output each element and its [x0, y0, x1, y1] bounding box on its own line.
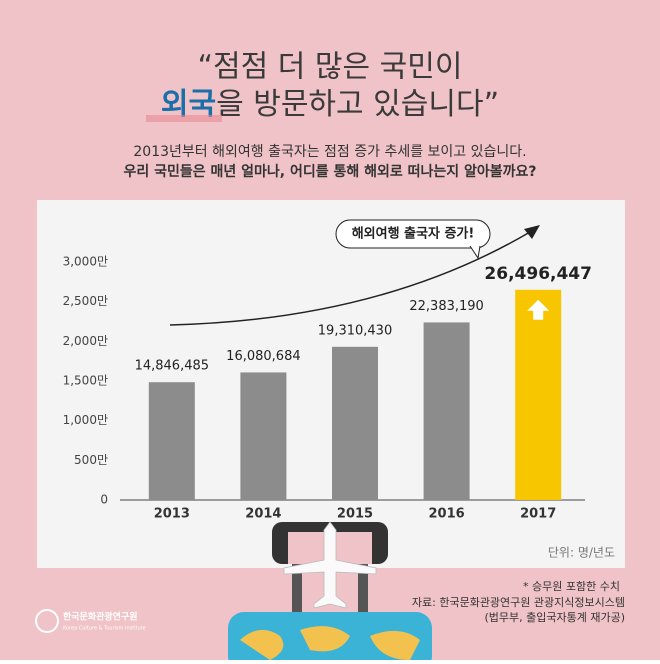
logo-mark	[35, 609, 59, 633]
map-pattern	[240, 626, 420, 660]
x-tick-label: 2014	[245, 507, 281, 522]
trend-arrow	[169, 231, 531, 326]
bubble-tail	[469, 245, 481, 260]
annotation-bubble	[335, 219, 491, 249]
x-tick-label: 2017	[520, 507, 556, 522]
value-label: 22,383,190	[409, 299, 483, 314]
bar	[148, 382, 195, 500]
value-label: 19,310,430	[318, 323, 392, 338]
y-tick-label: 2,000만	[63, 334, 108, 348]
value-label: 16,080,684	[226, 349, 300, 364]
source-line1: 자료: 한국문화관광연구원 관광지식정보시스템	[412, 596, 625, 609]
annotation: 해외여행 출국자 증가!	[352, 226, 475, 242]
bar	[332, 346, 378, 500]
suitcase	[228, 521, 432, 664]
handle-bar	[292, 564, 302, 614]
x-tick-label: 2016	[429, 507, 465, 522]
logo-english: Korea Culture & Tourism Institute	[63, 626, 146, 632]
logo-name: 한국문화관광연구원	[63, 611, 138, 623]
handle-bar	[358, 564, 368, 614]
x-tick-label: 2013	[154, 507, 190, 522]
trend-arrowhead	[524, 225, 540, 239]
y-tick-label: 3,000만	[63, 255, 108, 269]
highlight-underline	[146, 115, 222, 122]
source-line2: (법무부, 출입국자통계 재가공)	[484, 611, 625, 624]
title-rest: 을 방문하고 있습니다”	[216, 87, 499, 122]
value-label: 26,496,447	[484, 264, 592, 284]
y-tick-label: 1,500만	[63, 374, 108, 388]
y-tick-label: 2,500만	[63, 294, 108, 308]
y-tick-label: 0	[100, 493, 108, 507]
bar	[515, 289, 562, 500]
y-tick-label: 500만	[74, 453, 108, 467]
airplane	[283, 521, 377, 609]
subtitle-line1: 2013년부터 해외여행 출국자는 점점 증가 추세를 보이고 있습니다.	[133, 144, 526, 160]
footnote: * 승무원 포함한 수치	[523, 580, 620, 593]
y-tick-label: 1,000만	[63, 413, 108, 427]
title-line2: 외국을 방문하고 있습니다”	[161, 87, 499, 122]
subtitle-line2: 우리 국민들은 매년 얼마나, 어디를 통해 해외로 떠나는지 알아볼까요?	[123, 163, 536, 180]
bar	[423, 322, 470, 500]
value-label: 14,846,485	[135, 359, 209, 374]
unit-label: 단위: 명/년도	[548, 546, 615, 560]
x-tick-label: 2015	[337, 507, 373, 522]
title-line1: “점점 더 많은 국민이	[198, 50, 463, 85]
up-arrow-icon	[527, 299, 550, 320]
bar	[240, 372, 287, 500]
